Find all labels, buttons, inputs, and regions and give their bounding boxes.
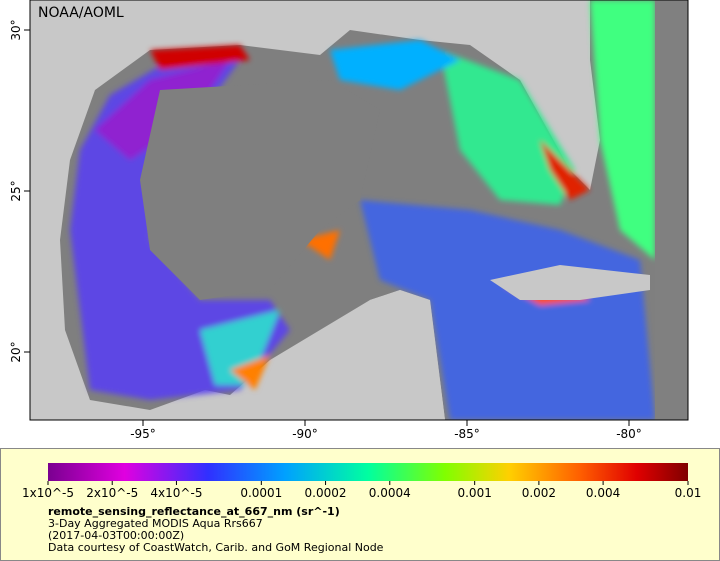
campeche-red <box>230 355 270 390</box>
florida-shelf <box>440 50 575 205</box>
map: NOAA/AOML <box>30 0 688 420</box>
description: 3-Day Aggregated MODIS Aqua Rrs667 <box>48 517 263 530</box>
campeche <box>200 310 280 385</box>
atlantic <box>590 0 655 260</box>
no-data-strip <box>655 0 688 420</box>
map-frame <box>29 0 689 421</box>
yucatan <box>340 290 445 420</box>
colorbar-tick-label: 0.001 <box>457 486 491 500</box>
colorbar-tick-label: 0.004 <box>586 486 620 500</box>
colorbar-tick-label: 0.0002 <box>305 486 347 500</box>
lat-tick-label: 20° <box>9 341 23 362</box>
lon-tick-label: -80° <box>616 427 642 441</box>
cuba <box>490 265 650 300</box>
colorbar-tick-label: 0.002 <box>522 486 556 500</box>
lat-tick-label: 30° <box>9 19 23 40</box>
reflectance-field <box>70 0 655 420</box>
coastal-turbid <box>150 45 250 70</box>
colorbar-tick-label: 4x10^-5 <box>150 486 202 500</box>
colorbar-tick-label: 2x10^-5 <box>86 486 138 500</box>
time: (2017-04-03T00:00:00Z) <box>48 529 184 542</box>
credit: Data courtesy of CoastWatch, Carib. and … <box>48 541 384 554</box>
colorbar-tick-label: 1x10^-5 <box>22 486 74 500</box>
colorbar <box>48 463 688 481</box>
florida-coastal <box>540 140 590 200</box>
lon-tick-label: -90° <box>292 427 318 441</box>
colorbar-tick-label: 0.01 <box>675 486 702 500</box>
mississippi-plume <box>330 40 460 90</box>
colorbar-tick-label: 0.0004 <box>369 486 411 500</box>
lon-tick-label: -95° <box>130 427 156 441</box>
map-source: NOAA/AOML <box>38 5 124 21</box>
cloud-mask <box>140 80 380 300</box>
variable-name: remote_sensing_reflectance_at_667_nm (sr… <box>48 505 340 518</box>
caribbean <box>360 200 655 420</box>
colorbar-tick-label: 0.0001 <box>240 486 282 500</box>
lon-tick-label: -85° <box>454 427 480 441</box>
lat-tick-label: 25° <box>9 180 23 201</box>
